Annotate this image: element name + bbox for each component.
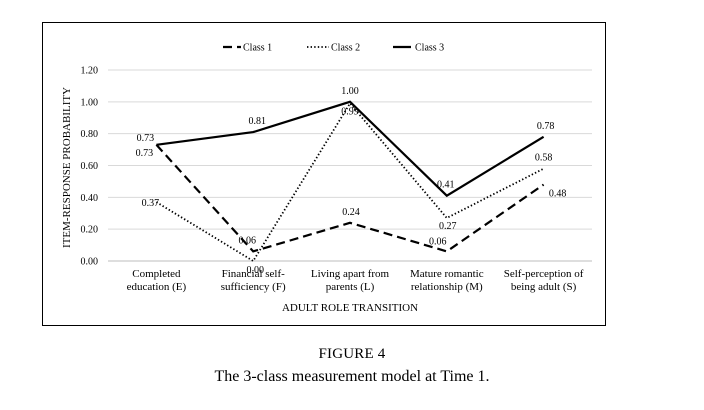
y-tick-label: 0.20 xyxy=(81,225,99,236)
data-label: 0.48 xyxy=(549,189,567,200)
series-line-class-1 xyxy=(155,144,545,253)
figure-label: FIGURE 4 xyxy=(318,346,386,362)
data-label: 0.73 xyxy=(136,148,154,159)
y-tick-label: 0.00 xyxy=(81,257,99,268)
legend-label: Class 2 xyxy=(331,43,360,54)
y-tick-label: 1.20 xyxy=(81,66,99,77)
data-label: 0.24 xyxy=(342,207,360,218)
figure-caption: The 3-class measurement model at Time 1. xyxy=(214,368,490,385)
y-tick-label: 0.60 xyxy=(81,161,99,172)
data-label: 0.27 xyxy=(439,221,457,232)
x-tick-label: Living apart from parents (L) xyxy=(311,268,390,293)
data-label: 0.73 xyxy=(137,133,155,144)
x-axis-title: ADULT ROLE TRANSITION xyxy=(282,302,418,314)
data-label: 0.37 xyxy=(142,198,160,209)
y-tick-label: 0.80 xyxy=(81,129,99,140)
y-tick-label: 0.40 xyxy=(81,193,99,204)
series-line-class-2 xyxy=(155,101,545,263)
data-label: 0.99 xyxy=(341,106,359,117)
y-axis-title: ITEM-RESPONSE PROBABILITY xyxy=(61,87,73,248)
data-label: 1.00 xyxy=(341,86,359,97)
data-label: 0.78 xyxy=(537,121,555,132)
data-label: 0.00 xyxy=(246,265,264,276)
data-label: 0.58 xyxy=(535,153,553,164)
line-chart: 0.00 0.20 0.40 0.60 0.80 1.00 1.20 ITEM-RESPONS… xyxy=(61,43,592,314)
legend-label: Class 3 xyxy=(415,43,444,54)
series-line-class-3 xyxy=(156,100,545,198)
x-tick-label: Financial self-sufficiency (F) xyxy=(221,268,286,293)
data-label: 0.06 xyxy=(238,235,256,246)
data-label: 0.41 xyxy=(437,180,455,191)
data-label: 0.81 xyxy=(248,116,266,127)
x-tick-label: Completed education (E) xyxy=(127,268,187,293)
y-tick-label: 1.00 xyxy=(81,97,99,108)
x-tick-label: Self-perception of being adult (S) xyxy=(504,268,584,293)
x-tick-label: Mature romantic relationship (M) xyxy=(410,268,484,293)
data-label: 0.06 xyxy=(429,236,447,247)
chart-frame: 0.00 0.20 0.40 0.60 0.80 1.00 1.20 ITEM-RESPONS… xyxy=(42,22,606,326)
legend-label: Class 1 xyxy=(243,43,272,54)
